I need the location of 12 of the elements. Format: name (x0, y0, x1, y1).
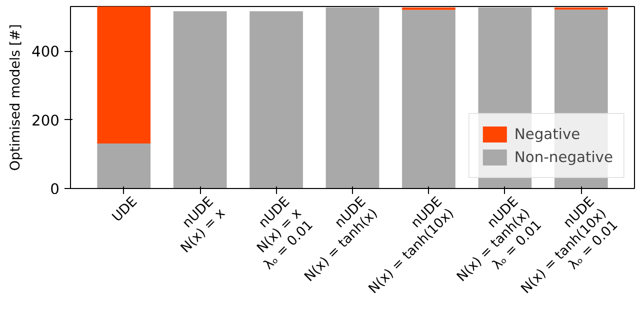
bar (326, 8, 380, 188)
y-axis-title: Optimised models [#] (8, 24, 24, 171)
bar (402, 10, 456, 188)
bar (250, 11, 303, 188)
legend-label: Non-negative (514, 148, 613, 166)
y-tick-label: 400 (32, 44, 60, 61)
legend-label: Negative (514, 126, 580, 142)
y-tick-label: 0 (50, 181, 60, 198)
bar (97, 144, 151, 188)
y-tick-label: 200 (32, 112, 60, 130)
bar (97, 6, 151, 144)
bar (173, 11, 227, 188)
